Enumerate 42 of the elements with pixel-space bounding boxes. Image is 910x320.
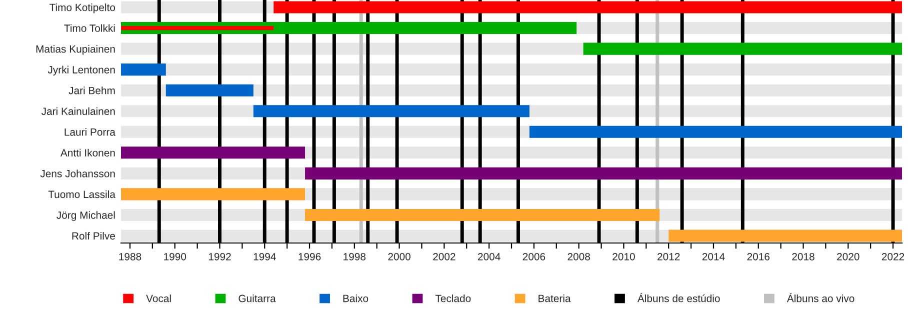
- y-tick-label: Rolf Pilve: [72, 232, 115, 240]
- x-tick-label: 1998: [344, 252, 366, 260]
- x-tick-label: 2020: [837, 252, 860, 260]
- y-tick-label: Matias Kupiainen: [36, 45, 115, 55]
- x-tick-label: 2004: [478, 252, 500, 260]
- y-tick-label: Jens Johansson: [40, 170, 115, 178]
- x-tick-label: 2016: [747, 252, 770, 260]
- bar: [121, 146, 306, 159]
- x-tick-label: 2018: [792, 252, 814, 260]
- x-tick-label: 2000: [388, 252, 410, 260]
- x-tick-label: 2014: [702, 252, 725, 260]
- y-tick-label: Timo Tolkki: [64, 24, 115, 32]
- y-tick-label: Tuomo Lassila: [48, 190, 116, 198]
- legend-label: Álbuns ao vivo: [786, 293, 854, 302]
- x-tick-label: 2002: [433, 252, 456, 260]
- y-tick-label: Jari Kainulainen: [41, 107, 115, 115]
- legend-label: Guitarra: [238, 294, 276, 302]
- bar: [121, 188, 306, 200]
- legend-label: Baixo: [343, 294, 368, 302]
- bar: [166, 84, 254, 96]
- bar: [668, 230, 902, 242]
- x-tick-label: 1990: [164, 252, 186, 260]
- legend-label: Álbuns de estúdio: [637, 293, 720, 302]
- x-tick-label: 2012: [658, 252, 680, 260]
- x-tick-label: 1994: [254, 252, 276, 260]
- x-tick-label: 1996: [298, 252, 321, 260]
- legend-label: Bateria: [538, 294, 571, 302]
- y-tick-label: Antti Ikonen: [60, 148, 115, 157]
- bar: [121, 64, 166, 76]
- y-tick-label: Timo Kotipelto: [49, 3, 116, 14]
- x-tick-label: 2008: [568, 252, 590, 260]
- x-tick-label: 2010: [612, 252, 635, 260]
- y-tick-label: Jörg Michael: [56, 211, 115, 221]
- x-tick-label: 2006: [522, 252, 546, 260]
- legend-label: Vocal: [146, 294, 171, 302]
- x-tick-label: 1992: [208, 252, 231, 260]
- x-tick-label: 2022: [882, 252, 904, 260]
- x-tick-label: 1988: [119, 252, 142, 260]
- y-tick-label: Jyrki Lentonen: [48, 66, 115, 76]
- legend-label: Teclado: [435, 294, 471, 302]
- y-tick-label: Jari Behm: [68, 86, 115, 94]
- y-tick-label: Lauri Porra: [64, 128, 116, 136]
